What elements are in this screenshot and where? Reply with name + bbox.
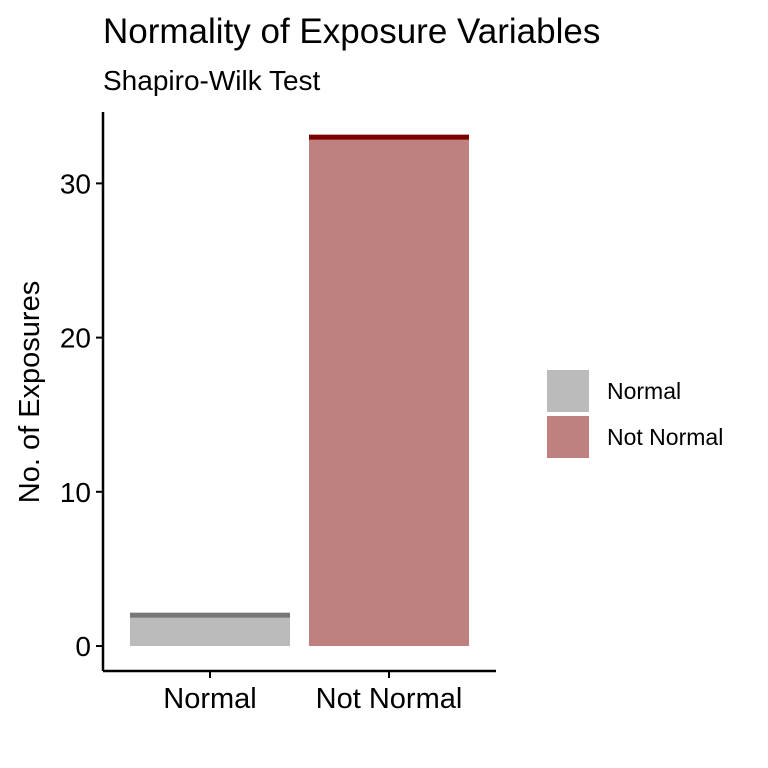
legend: Normal Not Normal <box>547 370 723 458</box>
legend-label-normal: Normal <box>607 378 681 404</box>
bar-normal <box>130 615 290 646</box>
y-tick-label-20: 20 <box>60 323 91 354</box>
y-axis-label: No. of Exposures <box>14 281 46 503</box>
x-tick-label-not-normal: Not Normal <box>316 683 463 715</box>
x-tick-label-normal: Normal <box>163 683 256 715</box>
legend-key-normal <box>547 370 589 412</box>
chart-subtitle: Shapiro-Wilk Test <box>103 65 321 96</box>
bars-group <box>130 134 469 646</box>
legend-label-not-normal: Not Normal <box>607 424 723 450</box>
bar-top-line-normal <box>130 612 290 618</box>
y-tick-label-10: 10 <box>60 477 91 508</box>
y-tick-label-0: 0 <box>75 631 91 662</box>
y-tick-label-30: 30 <box>60 168 91 199</box>
legend-key-not-normal <box>547 416 589 458</box>
axes-group: 0 10 20 30 Normal Not Normal <box>60 112 496 715</box>
bar-not-normal <box>309 137 469 646</box>
bar-top-line-not-normal <box>309 134 469 140</box>
chart-title: Normality of Exposure Variables <box>103 12 600 51</box>
